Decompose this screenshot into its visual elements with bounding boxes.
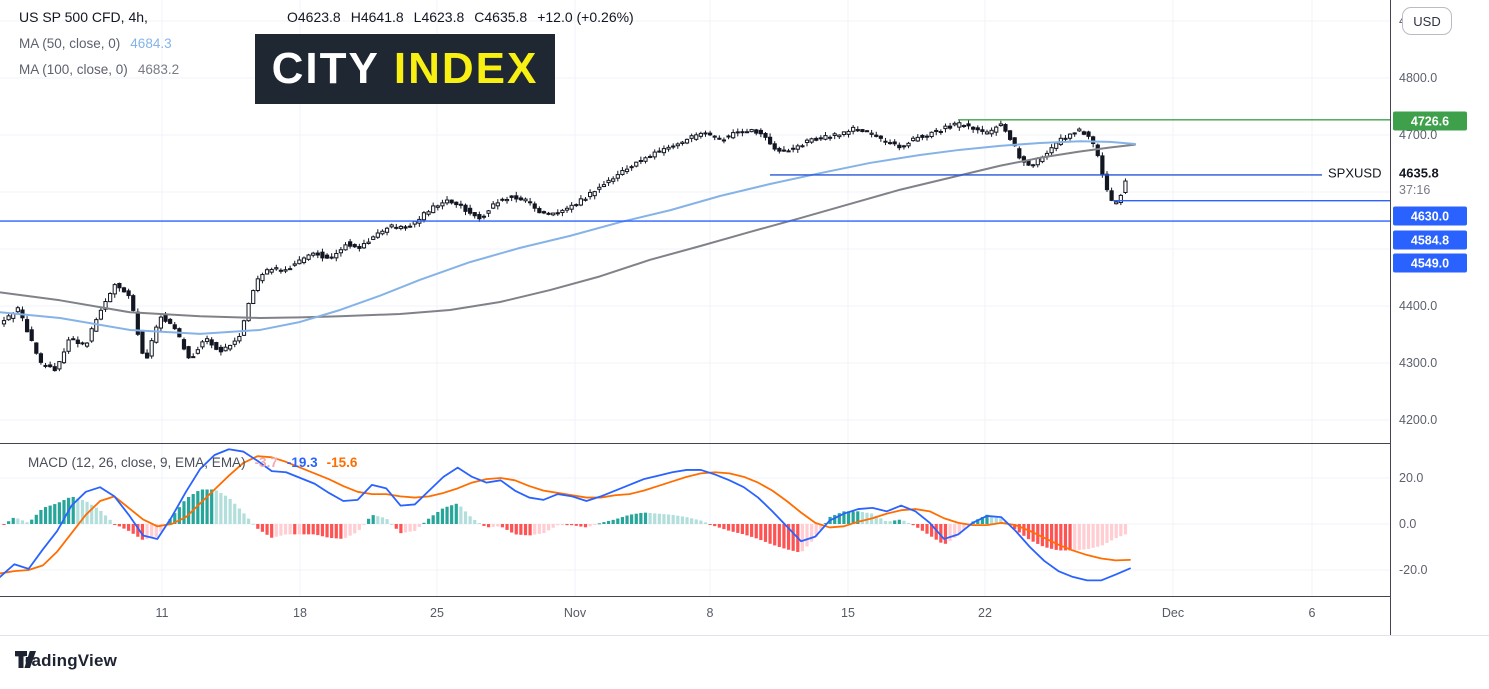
price-tick-label: -20.0 [1399,563,1428,577]
price-tick-label: 4700.0 [1399,128,1438,142]
price-tick-label: 0.0 [1399,517,1417,531]
price-tick-label: 4800.0 [1399,71,1438,85]
price-tick-label: 4300.0 [1399,356,1438,370]
time-tick-label: 11 [155,606,169,620]
price-level-badge: 4584.8 [1393,230,1467,250]
time-tick-label: Nov [563,606,587,620]
logo-word-index: INDEX [393,44,539,93]
macd-label: MACD (12, 26, close, 9, EMA, EMA) [28,455,246,470]
ohlc-low: L4623.8 [413,9,465,25]
chart-plot-area[interactable] [0,0,1390,636]
price-level-badge: 4549.0 [1393,253,1467,273]
price-level-badge: 4630.0 [1393,206,1467,226]
ohlc-values: O4623.8 H4641.8 L4623.8 C4635.8 +12.0 (+0.26… [287,9,644,25]
price-line-symbol-label: SPXUSD [1328,165,1382,181]
logo-word-city: CITY [271,44,380,93]
tradingview-attribution[interactable]: TradingView [15,651,117,671]
pane-divider[interactable] [0,443,1489,444]
price-scale[interactable]: 4900.04800.04700.04400.04300.04200.020.0… [1391,0,1489,635]
indicator-row-macd[interactable]: MACD (12, 26, close, 9, EMA, EMA) -3.7 -19… [28,455,357,470]
time-tick-label: 6 [1308,606,1316,620]
time-tick-label: 25 [430,606,444,620]
macd-line-value: -19.3 [286,455,318,470]
price-level-badge: 4726.6 [1393,111,1467,131]
time-axis-border [0,596,1489,597]
ma100-value: 4683.2 [137,62,180,77]
city-index-logo: CITY INDEX [255,34,555,104]
ohlc-change: +12.0 (+0.26%) [537,9,634,25]
symbol-title[interactable]: US SP 500 CFD, 4h, [19,9,148,25]
price-tick-label: 4200.0 [1399,413,1438,427]
indicator-row-ma50[interactable]: MA (50, close, 0) 4684.3 [19,36,172,51]
time-tick-label: 18 [293,606,307,620]
time-scale[interactable]: 11 18 25 Nov 8 15 22 Dec 6 [0,596,1390,635]
time-tick-label: 15 [841,606,855,620]
macd-signal-value: -15.6 [326,455,358,470]
indicator-row-ma100[interactable]: MA (100, close, 0) 4683.2 [19,62,179,77]
currency-usd-button[interactable]: USD [1402,7,1452,35]
time-tick-label: Dec [1161,606,1185,620]
tradingview-icon [15,651,36,668]
time-tick-label: 22 [978,606,992,620]
ma100-label: MA (100, close, 0) [19,62,128,77]
price-tick-label: 20.0 [1399,471,1424,485]
price-tick-label: 4400.0 [1399,299,1438,313]
ohlc-high: H4641.8 [350,9,404,25]
bar-countdown-label: 37:16 [1399,183,1431,197]
tradingview-wordmark: TradingView [15,651,118,670]
macd-hist-value: -3.7 [254,455,278,470]
ohlc-open: O4623.8 [287,9,341,25]
time-tick-label: 8 [706,606,714,620]
chart-bottom-edge [0,635,1489,636]
ma50-value: 4684.3 [130,36,172,51]
current-price-label: 4635.8 [1399,165,1439,181]
price-axis-border [1390,0,1391,635]
ma50-label: MA (50, close, 0) [19,36,121,51]
ohlc-close: C4635.8 [474,9,528,25]
